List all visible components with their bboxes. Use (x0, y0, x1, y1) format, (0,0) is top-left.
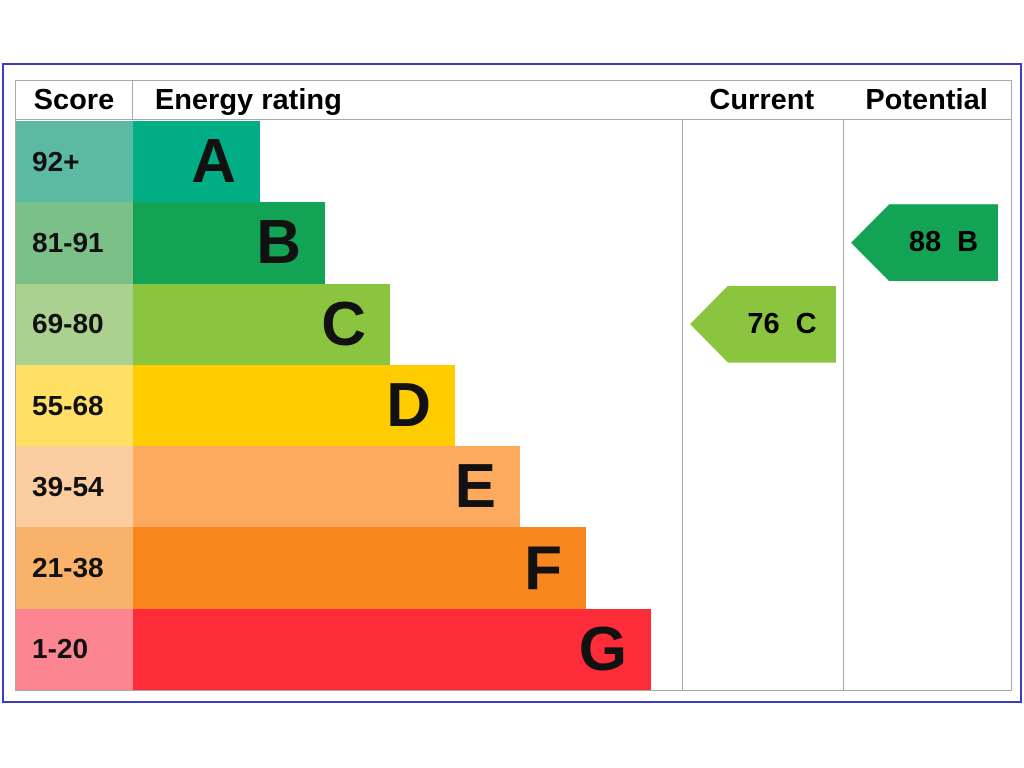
current-rating-value: 76 (747, 307, 780, 340)
score-range-a: 92+ (16, 121, 133, 203)
energy-band-rows: 92+ A 81-91 B 69-80 C 55-68 D 39-54 E 21-38 F 1-20 G (16, 121, 1011, 690)
score-range-c: 69-80 (16, 283, 133, 365)
score-range-f: 21-38 (16, 527, 133, 609)
energy-band-bar-f: F (133, 527, 586, 609)
header-energy-rating: Energy rating (154, 83, 342, 116)
band-row-b: 81-91 B (16, 202, 1011, 284)
energy-band-bar-a: A (133, 121, 260, 203)
energy-band-bar-b: B (133, 202, 325, 284)
band-row-c: 69-80 C (16, 283, 1011, 365)
energy-band-bar-d: D (133, 364, 455, 447)
band-row-f: 21-38 F (16, 527, 1011, 609)
column-divider-potential (843, 81, 844, 690)
table-header-row: Score Energy rating Current Potential (16, 81, 1011, 120)
header-current: Current (709, 83, 815, 116)
potential-rating-value: 88 (908, 226, 942, 259)
band-row-e: 39-54 E (16, 446, 1011, 528)
header-score: Score (16, 81, 133, 119)
score-range-b: 81-91 (16, 202, 133, 284)
column-divider-current (682, 81, 683, 690)
band-row-g: 1-20 G (16, 608, 1011, 690)
band-row-a: 92+ A (16, 121, 1011, 203)
score-range-d: 55-68 (16, 364, 133, 447)
header-potential: Potential (865, 83, 988, 116)
score-range-e: 39-54 (16, 446, 133, 528)
epc-rating-table: Score Energy rating Current Potential 92… (15, 80, 1012, 691)
energy-band-bar-e: E (133, 446, 520, 528)
epc-chart-frame: Score Energy rating Current Potential 92… (2, 63, 1022, 703)
energy-band-bar-c: C (133, 283, 390, 365)
current-rating-letter: C (795, 307, 817, 340)
potential-rating-letter: B (957, 226, 979, 259)
energy-band-bar-g: G (133, 608, 651, 690)
band-row-d: 55-68 D (16, 364, 1011, 447)
score-range-g: 1-20 (16, 608, 133, 690)
